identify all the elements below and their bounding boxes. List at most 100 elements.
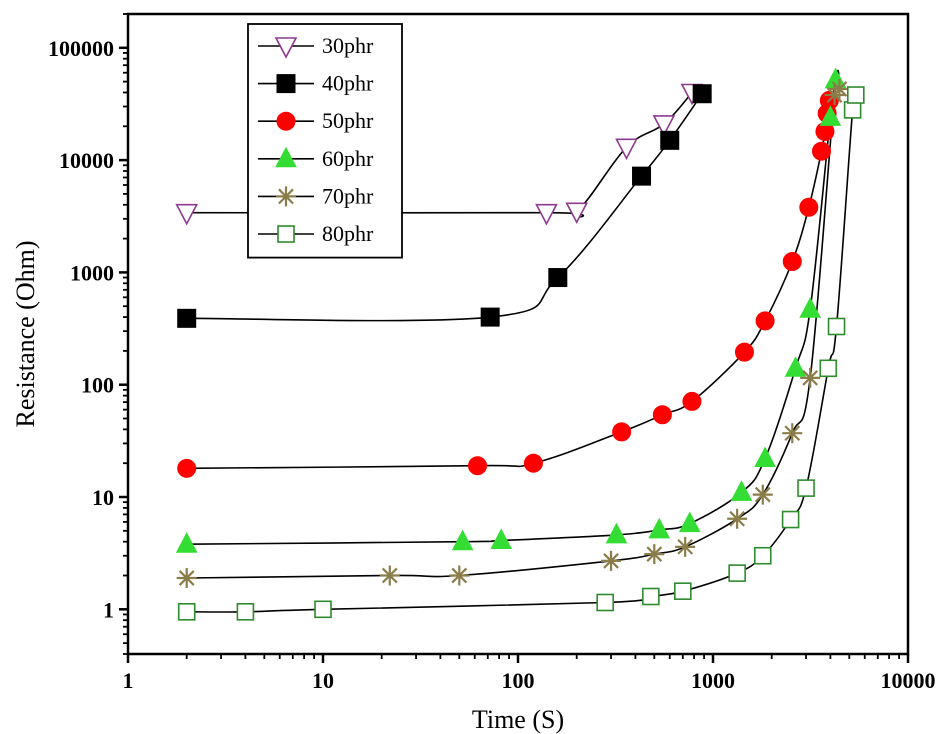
legend-label: 80phr xyxy=(322,221,374,246)
data-point-70phr xyxy=(449,565,470,586)
data-point-60phr xyxy=(784,356,807,377)
plot-frame xyxy=(126,12,910,656)
legend-marker xyxy=(276,74,296,94)
data-point-50phr xyxy=(782,252,802,272)
axes: 1 10 100 1000 10000 1 10 100 1000 10000 100000 xyxy=(48,12,936,693)
data-point-80phr xyxy=(642,587,660,606)
data-point-70phr xyxy=(829,78,850,99)
x-axis-title: Time (S) xyxy=(472,705,564,734)
data-point-60phr xyxy=(490,528,513,549)
data-point-30phr xyxy=(565,202,589,225)
y-tick-label: 10 xyxy=(92,485,114,510)
data-point-80phr xyxy=(314,600,332,619)
y-tick-label: 1 xyxy=(103,597,114,622)
data-point-70phr xyxy=(752,484,773,505)
data-point-80phr xyxy=(236,603,255,621)
legend-marker xyxy=(275,146,297,168)
data-point-70phr xyxy=(675,536,696,557)
data-point-50phr xyxy=(652,405,672,425)
legend-label: 60phr xyxy=(322,146,374,171)
asterisk-stroke xyxy=(754,486,771,503)
asterisk-stroke xyxy=(603,553,619,569)
data-point-60phr xyxy=(451,529,474,551)
data-point-50phr xyxy=(612,422,632,442)
y-tick-label: 100000 xyxy=(48,36,114,61)
data-point-70phr xyxy=(800,367,821,388)
legend: 30phr 40phr 50phr 60phr 70phr 80phr xyxy=(247,23,403,259)
asterisk-stroke xyxy=(278,188,294,205)
data-point-80phr xyxy=(728,564,746,582)
data-point-30phr xyxy=(652,115,676,137)
data-point-40phr xyxy=(692,84,712,104)
data-markers xyxy=(175,67,865,621)
asterisk-stroke xyxy=(831,81,848,97)
legend-label: 40phr xyxy=(322,71,374,96)
data-point-70phr xyxy=(176,568,197,589)
data-point-50phr xyxy=(177,458,197,478)
data-point-60phr xyxy=(605,522,628,544)
legend-marker xyxy=(276,186,296,207)
data-point-50phr xyxy=(811,141,831,161)
data-point-30phr xyxy=(535,203,558,226)
data-point-50phr xyxy=(682,391,702,411)
data-point-80phr xyxy=(673,582,692,600)
data-point-80phr xyxy=(819,359,838,378)
data-point-80phr xyxy=(781,510,800,529)
data-point-80phr xyxy=(847,86,865,104)
data-point-40phr xyxy=(660,130,680,150)
data-point-40phr xyxy=(480,307,500,327)
series-line-70phr xyxy=(186,69,841,579)
y-tick-label: 10000 xyxy=(59,148,114,173)
asterisk-stroke xyxy=(802,370,819,386)
data-point-70phr xyxy=(379,565,400,586)
legend-label: 70phr xyxy=(322,183,374,208)
legend-label: 50phr xyxy=(322,108,374,133)
data-point-80phr xyxy=(827,317,846,336)
legend-label: 30phr xyxy=(322,33,374,58)
data-point-80phr xyxy=(753,546,772,565)
legend-marker xyxy=(277,225,295,243)
fit-curves xyxy=(186,69,857,613)
legend-marker xyxy=(276,111,296,131)
data-point-60phr xyxy=(648,517,671,539)
asterisk-stroke xyxy=(646,546,663,562)
data-point-70phr xyxy=(644,544,665,565)
data-point-60phr xyxy=(678,511,701,533)
data-point-50phr xyxy=(755,311,775,331)
data-point-70phr xyxy=(782,423,803,444)
legend-marker xyxy=(274,37,298,59)
data-point-40phr xyxy=(632,166,652,186)
x-tick-label: 10 xyxy=(312,668,334,693)
asterisk-stroke xyxy=(178,570,195,586)
asterisk-stroke xyxy=(451,567,468,584)
y-axis-title: Resistance (Ohm) xyxy=(11,240,40,427)
asterisk-stroke xyxy=(381,567,398,584)
data-point-80phr xyxy=(596,593,614,612)
data-point-80phr xyxy=(797,479,815,497)
data-point-60phr xyxy=(819,105,842,126)
data-point-80phr xyxy=(843,101,862,119)
data-point-50phr xyxy=(799,197,819,217)
data-point-60phr xyxy=(175,532,198,553)
data-point-40phr xyxy=(548,268,568,288)
data-point-80phr xyxy=(177,603,196,621)
y-tick-label: 1000 xyxy=(70,260,114,285)
asterisk-stroke xyxy=(677,538,694,555)
data-point-50phr xyxy=(734,342,754,362)
data-point-60phr xyxy=(799,297,821,318)
x-tick-label: 1 xyxy=(123,668,134,693)
data-point-70phr xyxy=(727,508,748,529)
data-point-30phr xyxy=(175,203,199,226)
data-point-50phr xyxy=(523,453,543,473)
x-tick-label: 100 xyxy=(502,668,535,693)
x-tick-label: 1000 xyxy=(691,668,735,693)
data-point-50phr xyxy=(468,456,488,476)
series-line-60phr xyxy=(186,79,837,545)
legend-box xyxy=(247,23,403,259)
data-point-30phr xyxy=(615,138,638,161)
x-tick-label: 10000 xyxy=(881,668,936,693)
data-point-60phr xyxy=(754,446,776,468)
data-point-60phr xyxy=(730,480,753,501)
asterisk-stroke xyxy=(729,510,745,527)
